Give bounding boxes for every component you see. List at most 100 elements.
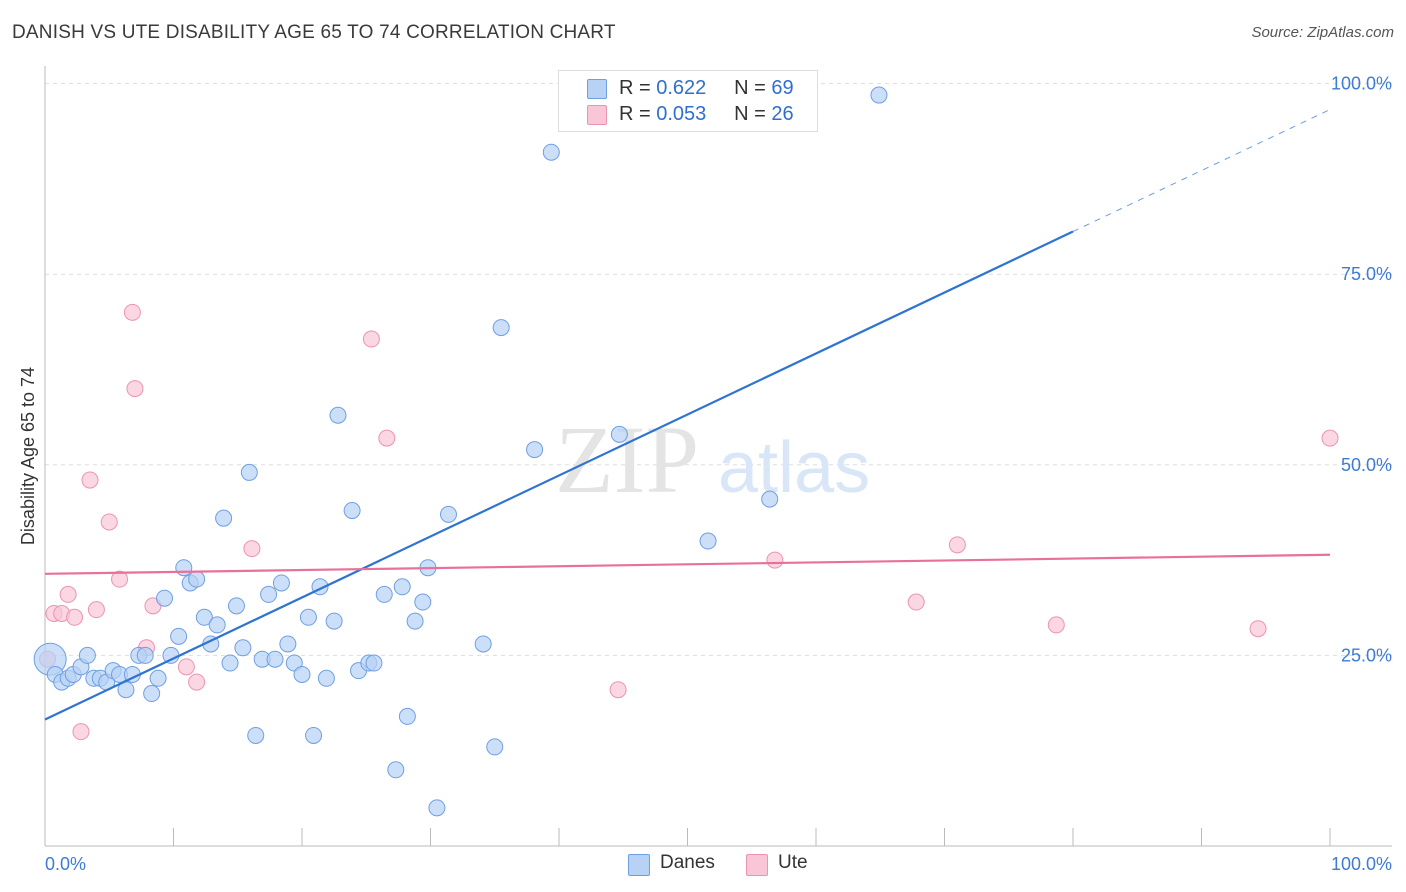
ute-point [188,673,206,691]
ute-point [126,380,144,398]
legend-swatch-ute [587,105,607,125]
ute-point [87,601,105,619]
legend-n-value-ute: 26 [771,103,794,125]
legend-swatch-danes [587,79,607,99]
danes-point [699,532,717,550]
danes-point [406,612,424,630]
y-tick-label: 75.0% [1341,264,1392,284]
danes-point [299,608,317,626]
legend-r-value-danes: 0.622 [656,77,707,99]
watermark: ZIP atlas [555,406,870,513]
ute-point [111,570,129,588]
danes-point [215,509,233,527]
danes-point [227,597,245,615]
x-tick-label: 100.0% [1331,854,1392,874]
y-tick-label: 100.0% [1331,74,1392,94]
ute-point [177,658,195,676]
danes-point [375,585,393,603]
source-credit: Source: ZipAtlas.com [1251,24,1394,41]
danes-point [234,639,252,657]
danes-point [247,726,265,744]
ute-trend-line [44,553,1331,575]
ute-point [1047,616,1065,634]
danes-point [486,738,504,756]
watermark-atlas: atlas [718,428,870,508]
danes-point [428,799,446,817]
trend-layer [44,109,1331,721]
danes-point [240,463,258,481]
series-swatch-danes [628,854,650,876]
series-swatch-ute [746,854,768,876]
danes-point [398,707,416,725]
series-label-danes: Danes [660,852,715,873]
danes-point [136,646,154,664]
danes-point [343,502,361,520]
danes-point [78,646,96,664]
ute-points [39,303,1339,741]
danes-point [162,646,180,664]
danes-points [33,75,888,817]
danes-point [610,425,628,443]
danes-point [414,593,432,611]
danes-point [143,685,161,703]
ute-point [72,723,90,741]
y-tick-label: 50.0% [1341,455,1392,475]
danes-point [317,669,335,687]
danes-point [492,319,510,337]
danes-point [170,627,188,645]
danes-point [761,490,779,508]
ute-point [948,536,966,554]
danes-point [387,761,405,779]
danes-point [175,559,193,577]
danes-point [149,669,167,687]
legend-r-label: R = [619,77,657,99]
danes-point [279,635,297,653]
ute-point [609,681,627,699]
danes-point [208,616,226,634]
axis-layer [44,66,1392,847]
ute-point [1249,620,1267,638]
grid-layer [45,83,1392,656]
legend-n-label: N = [734,77,772,99]
ute-point [766,551,784,569]
ute-point [81,471,99,489]
watermark-zip: ZIP [555,406,699,513]
legend-n-label: N = [734,103,772,125]
series-label-ute: Ute [778,852,808,873]
danes-point [325,612,343,630]
danes-point [266,650,284,668]
danes-trend-extension [1072,109,1331,232]
danes-point [221,654,239,672]
danes-point [365,654,383,672]
ute-point [907,593,925,611]
y-tick-label: 25.0% [1341,645,1392,665]
ute-point [66,608,84,626]
danes-point [293,665,311,683]
ute-point [123,303,141,321]
ute-point [362,330,380,348]
danes-point [474,635,492,653]
danes-point [188,570,206,588]
ute-point [1321,429,1339,447]
danes-point [870,86,888,104]
danes-point [439,505,457,523]
danes-point [272,574,290,592]
danes-point [329,406,347,424]
danes-point [526,441,544,459]
x-tick-label: 0.0% [45,854,86,874]
chart-title: DANISH VS UTE DISABILITY AGE 65 TO 74 CO… [12,22,616,43]
danes-point [542,143,560,161]
label-layer: 25.0% 50.0% 75.0% 100.0% 0.0% 100.0% Disabilit… [18,74,1392,874]
ute-point [243,540,261,558]
danes-point [260,585,278,603]
legend-n-value-danes: 69 [771,77,794,99]
danes-point [393,578,411,596]
danes-point [195,608,213,626]
y-axis-title: Disability Age 65 to 74 [18,367,38,545]
legend-r-value-ute: 0.053 [656,103,707,125]
danes-point [305,726,323,744]
ute-point [59,585,77,603]
ute-point [100,513,118,531]
legend-r-label: R = [619,103,657,125]
